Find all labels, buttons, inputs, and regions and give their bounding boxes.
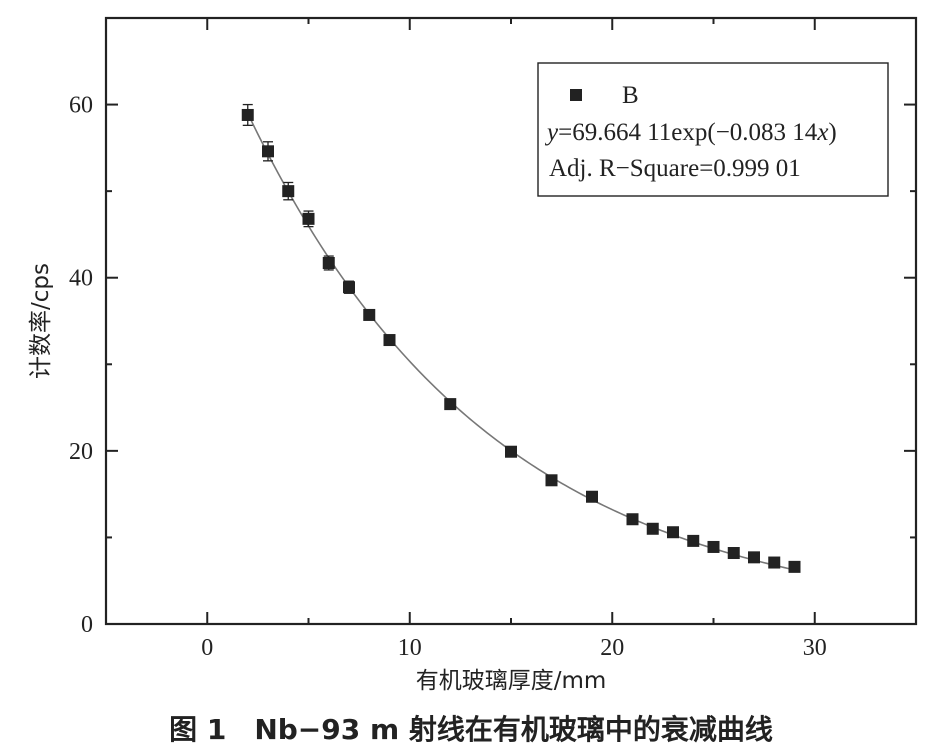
fit-equation: y=69.664 11exp(−0.083 14x) (544, 119, 837, 146)
data-point (626, 513, 639, 526)
tick-labels: 0 10 20 30 0 20 40 60 (69, 93, 827, 661)
x-tick-label: 0 (201, 635, 213, 661)
x-tick-label: 20 (600, 635, 624, 661)
fit-curve (247, 112, 795, 571)
data-point (646, 522, 659, 535)
data-point (444, 398, 457, 411)
y-axis-label: 计数率/cps (28, 263, 54, 379)
plot-area-frame (104, 16, 918, 626)
fit-equation-prefix: y (544, 119, 559, 146)
data-point (748, 551, 760, 564)
r-square-text: Adj. R−Square=0.999 01 (549, 155, 801, 182)
data-point (383, 334, 396, 347)
legend-series-name: B (622, 82, 639, 109)
y-tick-label: 0 (81, 612, 93, 638)
data-point (545, 474, 558, 487)
decay-chart: 0 10 20 30 0 20 40 60 有机玻璃厚度/mm 计数率/cps B y=69.… (28, 16, 918, 694)
data-point (788, 560, 801, 573)
data-point (343, 281, 355, 294)
legend-marker (570, 89, 582, 101)
data-point (768, 556, 781, 569)
data-point (262, 145, 274, 158)
data-point (687, 534, 700, 547)
data-point (363, 308, 376, 321)
data-points (241, 103, 801, 573)
data-point (505, 445, 517, 458)
fit-equation-body: =69.664 11exp(−0.083 14 (558, 119, 818, 146)
data-point (707, 540, 720, 553)
legend-box (537, 62, 889, 197)
data-point (241, 108, 254, 121)
y-tick-label: 20 (69, 439, 93, 465)
y-tick-label: 60 (69, 93, 93, 119)
x-tick-label: 30 (803, 635, 827, 661)
fit-equation-var: x (816, 119, 828, 146)
data-point (586, 490, 598, 503)
fit-equation-suffix: ) (828, 119, 836, 146)
y-tick-label: 40 (69, 266, 93, 292)
data-point (322, 256, 335, 269)
x-axis-label: 有机玻璃厚度/mm (416, 668, 607, 694)
data-point (727, 547, 740, 560)
data-point (667, 526, 679, 539)
figure-caption: 图 1 Nb−93 m 射线在有机玻璃中的衰减曲线 (169, 713, 773, 746)
data-point (282, 185, 295, 198)
legend: B y=69.664 11exp(−0.083 14x) Adj. R−Squa… (537, 62, 889, 197)
data-point (302, 212, 315, 225)
x-tick-label: 10 (398, 635, 422, 661)
